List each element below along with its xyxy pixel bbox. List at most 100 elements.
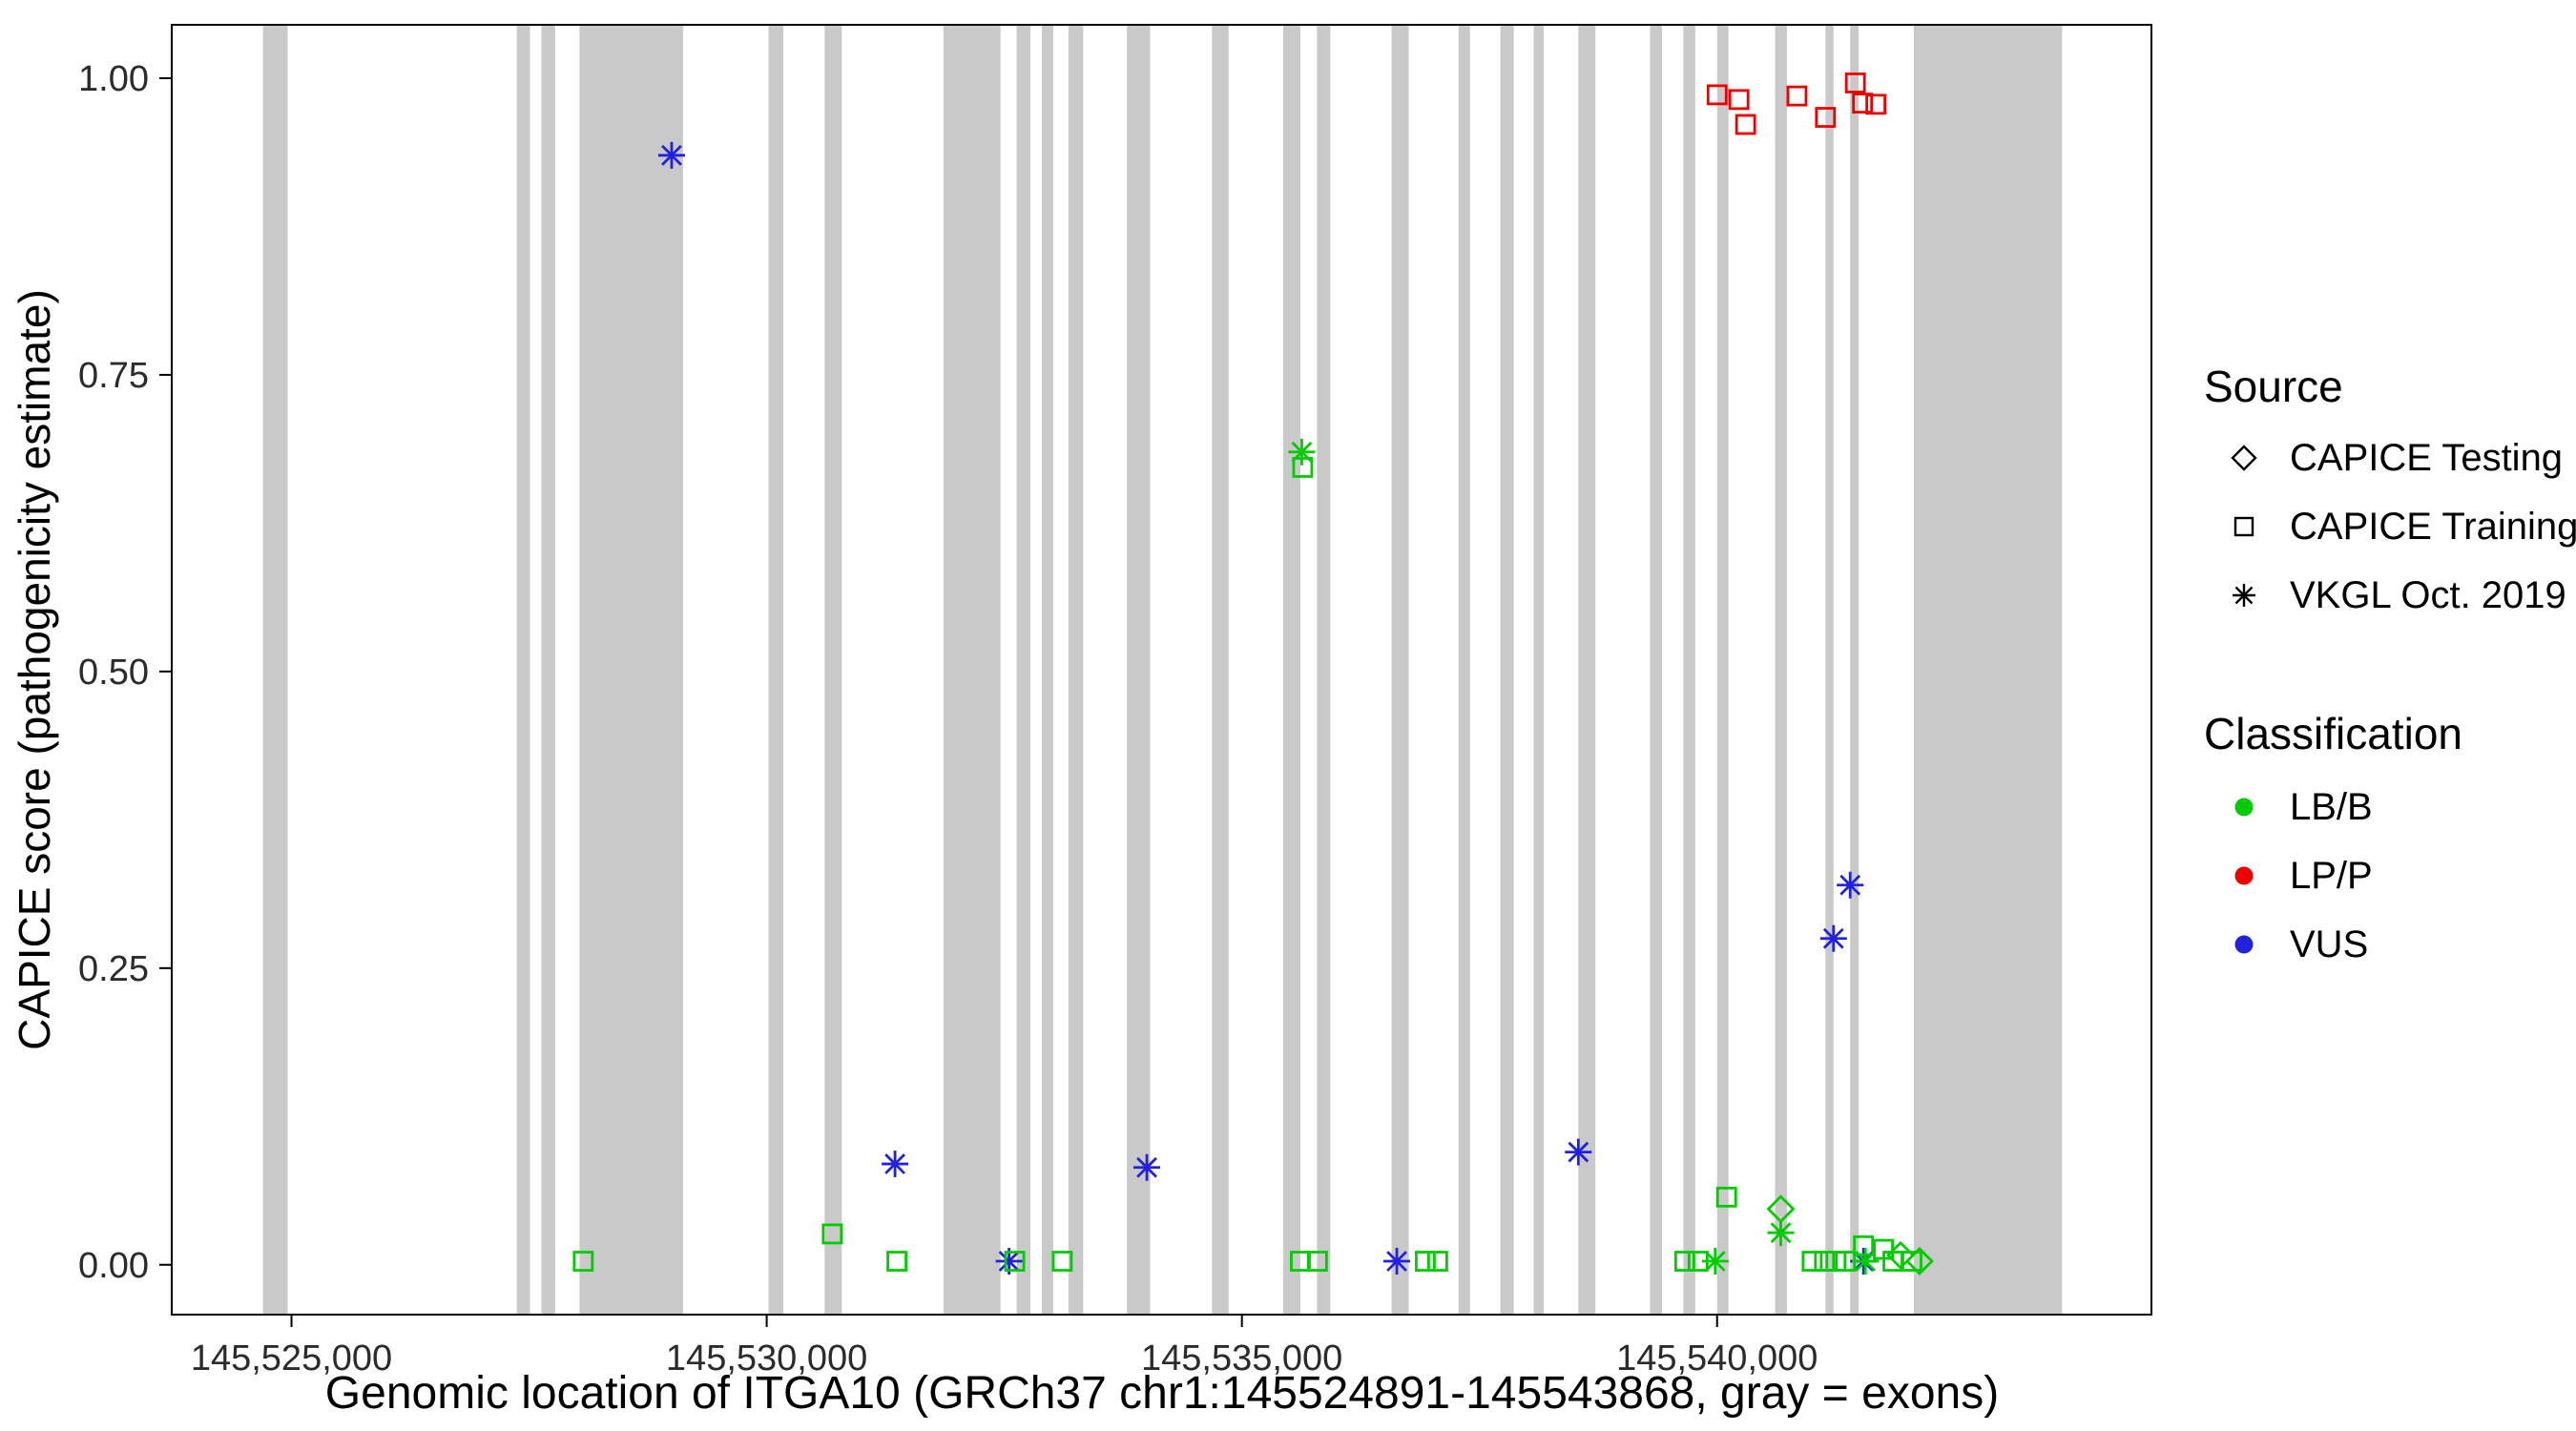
exon-bar — [1212, 25, 1229, 1315]
x-tick-label: 145,530,000 — [666, 1338, 867, 1379]
legend-classification-title: Classification — [2204, 709, 2462, 758]
point-asterisk — [1767, 1219, 1795, 1247]
exon-bar — [1068, 25, 1084, 1315]
point-diamond — [1766, 1194, 1796, 1224]
exon-bar — [1825, 25, 1834, 1315]
exon-bar — [1041, 25, 1053, 1315]
exon-bar — [1650, 25, 1662, 1315]
x-tick-label: 145,525,000 — [191, 1338, 392, 1379]
square-icon — [2233, 516, 2254, 537]
exon-bar — [1913, 25, 2063, 1315]
exon-bar — [1683, 25, 1695, 1315]
panel-border — [171, 24, 2152, 1316]
point-square — [1835, 1251, 1857, 1272]
exon-bar — [1850, 25, 1859, 1315]
point-square — [1814, 1251, 1836, 1272]
x-tick-label: 145,535,000 — [1141, 1338, 1342, 1379]
legend-item-capice-training: CAPICE Training — [2223, 500, 2576, 553]
point-square — [1786, 85, 1808, 107]
point-square — [1415, 1251, 1436, 1272]
point-asterisk — [1565, 1138, 1592, 1166]
point-diamond — [1904, 1247, 1934, 1276]
point-square — [1844, 73, 1866, 93]
y-tick-label: 0.75 — [78, 356, 149, 396]
lbb-dot-icon — [2234, 798, 2254, 817]
point-square — [572, 1251, 594, 1272]
legend-item-vus: VUS — [2223, 918, 2368, 971]
y-axis-title: CAPICE score (pathogenicity estimate) — [10, 289, 59, 1050]
exon-bar — [768, 25, 784, 1315]
point-square — [1801, 1251, 1823, 1272]
exon-bar — [579, 25, 683, 1315]
point-asterisk — [1133, 1153, 1161, 1181]
x-axis-title: Genomic location of ITGA10 (GRCh37 chr1:… — [325, 1368, 1999, 1419]
point-square — [1852, 93, 1874, 114]
point-square — [1901, 1251, 1922, 1272]
legend-item-label: CAPICE Training — [2290, 505, 2576, 548]
point-square — [1865, 93, 1887, 115]
legend-item-label: CAPICE Testing — [2290, 436, 2564, 479]
diamond-icon — [2231, 445, 2257, 471]
exon-bar — [1317, 25, 1331, 1315]
point-square — [886, 1251, 907, 1272]
exon-bar — [262, 25, 288, 1315]
legend-item-lpp: LP/P — [2223, 849, 2373, 902]
point-square — [1051, 1251, 1073, 1272]
exon-bar — [1016, 25, 1031, 1315]
legend-item-label: LB/B — [2290, 785, 2373, 828]
asterisk-icon — [2233, 584, 2255, 607]
x-tick-label: 145,540,000 — [1616, 1338, 1818, 1379]
point-square — [821, 1223, 843, 1245]
point-square — [1292, 457, 1314, 478]
exon-bar — [1578, 25, 1596, 1315]
point-asterisk — [657, 141, 685, 169]
exon-bar — [824, 25, 842, 1315]
point-asterisk — [882, 1151, 909, 1178]
exon-layer — [262, 25, 2063, 1315]
exon-bar — [943, 25, 1001, 1315]
legend-item-label: LP/P — [2290, 854, 2373, 897]
point-square — [1815, 107, 1837, 128]
y-tick-label: 1.00 — [78, 59, 149, 99]
y-tick-label: 0.25 — [78, 949, 149, 989]
legend-source-title: Source — [2204, 362, 2343, 411]
point-diamond — [1886, 1240, 1915, 1270]
point-square — [1715, 1186, 1737, 1208]
lpp-dot-icon — [2234, 866, 2254, 885]
point-square — [1426, 1251, 1448, 1272]
legend-item-label: VKGL Oct. 2019 — [2290, 573, 2566, 616]
vus-dot-icon — [2234, 935, 2254, 954]
point-square — [1687, 1251, 1709, 1272]
legend-item-vkgl: VKGL Oct. 2019 — [2223, 569, 2566, 622]
point-square — [1306, 1251, 1328, 1272]
exon-bar — [516, 25, 530, 1315]
point-square — [1735, 114, 1756, 135]
legend-item-capice-testing: CAPICE Testing — [2223, 431, 2563, 485]
point-asterisk — [1837, 871, 1864, 899]
exon-bar — [541, 25, 555, 1315]
exon-bar — [1283, 25, 1300, 1315]
exon-bar — [1500, 25, 1514, 1315]
point-asterisk — [1383, 1248, 1411, 1275]
exon-bar — [1716, 25, 1729, 1315]
data-points-layer — [572, 73, 1934, 1276]
exon-bar — [1391, 25, 1409, 1315]
y-tick-label: 0.50 — [78, 653, 149, 693]
legend-item-label: VUS — [2290, 923, 2369, 965]
point-square — [1728, 89, 1750, 111]
axis-ticks-layer: 145,525,000 145,530,000 145,535,000 145,540… — [78, 59, 1818, 1379]
exon-bar — [1533, 25, 1544, 1315]
point-square — [1673, 1251, 1695, 1272]
point-square — [1004, 1251, 1026, 1272]
point-square — [1706, 84, 1728, 106]
exon-bar — [1775, 25, 1787, 1315]
point-asterisk — [1701, 1248, 1729, 1275]
point-asterisk — [1819, 924, 1847, 952]
y-tick-label: 0.00 — [78, 1246, 149, 1286]
exon-bar — [1127, 25, 1151, 1315]
exon-bar — [1458, 25, 1470, 1315]
point-square — [1853, 1234, 1875, 1256]
legend-item-lbb: LB/B — [2223, 780, 2373, 834]
